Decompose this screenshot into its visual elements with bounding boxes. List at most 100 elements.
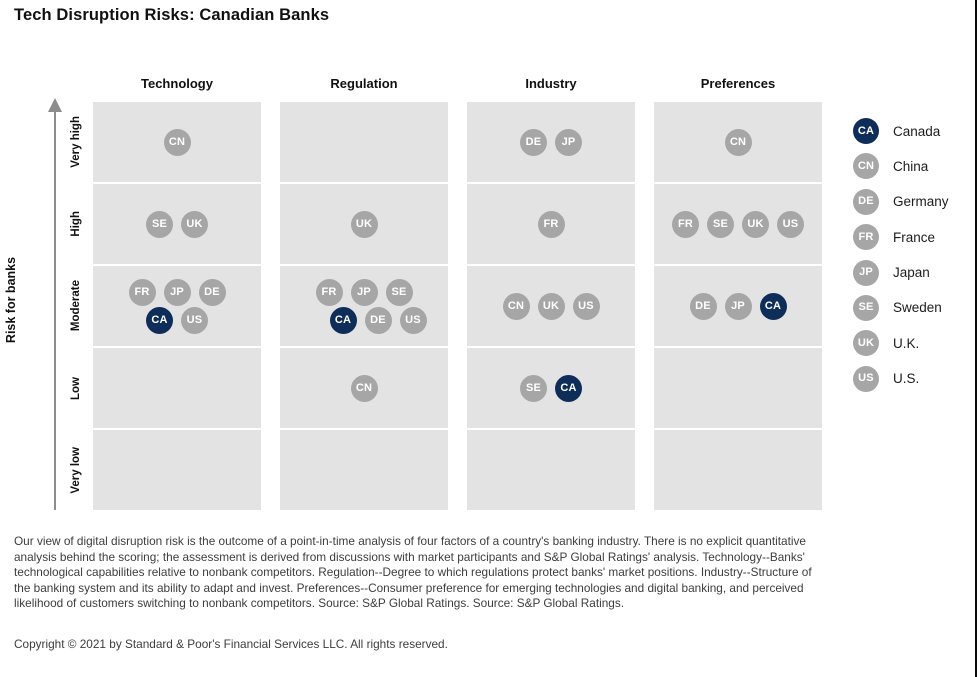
column-regulation: Regulation UK FR JP SE CA DE US CN <box>280 76 448 512</box>
legend-label: Sweden <box>893 300 942 316</box>
band-industry-moderate: CN UK US <box>467 266 635 346</box>
y-tick-moderate: Moderate <box>63 266 89 346</box>
country-badge-cn: CN <box>724 128 752 156</box>
country-badge-ca: CA <box>555 374 582 402</box>
y-tick-label: Very high <box>70 116 82 168</box>
y-tick-label: High <box>70 211 82 237</box>
footnote-text: Our view of digital disruption risk is t… <box>14 534 812 611</box>
country-badge-fr: FR <box>672 210 699 238</box>
badge-row: FR SE UK US <box>672 210 804 238</box>
badge-row: CN UK US <box>502 292 600 320</box>
legend-label: China <box>893 158 929 174</box>
y-tick-label: Moderate <box>70 280 82 332</box>
band-regulation-low: CN <box>280 348 448 428</box>
band-regulation-moderate: FR JP SE CA DE US <box>280 266 448 346</box>
country-badge-jp: JP <box>163 278 191 306</box>
legend-label: France <box>893 229 936 245</box>
country-badge-de: DE <box>520 128 547 156</box>
legend-item-france: FR France <box>853 224 949 251</box>
badge-row: CA DE US <box>329 306 427 334</box>
country-badge-ca: CA <box>759 292 787 320</box>
band-regulation-very-low <box>280 430 448 510</box>
country-badge-uk: UK <box>350 210 378 238</box>
column-industry: Industry DE JP FR CN UK US SE CA <box>467 76 635 512</box>
badge-row: FR JP SE <box>315 278 413 306</box>
legend-badge-se: SE <box>853 294 879 321</box>
y-tick-low: Low <box>63 348 89 428</box>
badge-row: FR JP DE <box>128 278 226 306</box>
legend-label: Japan <box>893 265 930 281</box>
legend-item-china: CN China <box>853 153 949 180</box>
y-axis-arrow-head-icon <box>48 98 62 112</box>
band-industry-high: FR <box>467 184 635 264</box>
y-tick-label: Low <box>70 376 82 400</box>
band-preferences-very-high: CN <box>654 102 822 182</box>
badge-row: DE JP <box>520 128 582 156</box>
legend-badge-us: US <box>853 365 879 392</box>
band-industry-low: SE CA <box>467 348 635 428</box>
badge-row: UK <box>350 210 378 238</box>
legend-badge-uk: UK <box>853 330 879 357</box>
badge-row: SE UK <box>146 210 208 238</box>
legend-badge-fr: FR <box>853 224 879 251</box>
country-badge-jp: JP <box>555 128 582 156</box>
band-technology-high: SE UK <box>93 184 261 264</box>
column-header-preferences: Preferences <box>700 76 776 91</box>
badge-row: SE CA <box>520 374 582 402</box>
y-axis-title: Risk for banks <box>4 256 18 344</box>
country-badge-jp: JP <box>724 292 752 320</box>
country-badge-se: SE <box>707 210 734 238</box>
country-badge-de: DE <box>198 278 226 306</box>
badge-row: CA US <box>146 306 208 334</box>
country-badge-ca: CA <box>146 306 173 334</box>
country-badge-se: SE <box>385 278 413 306</box>
country-badge-uk: UK <box>537 292 565 320</box>
country-badge-cn: CN <box>163 128 191 156</box>
band-preferences-high: FR SE UK US <box>654 184 822 264</box>
band-technology-very-low <box>93 430 261 510</box>
legend-label: U.K. <box>893 335 920 351</box>
legend-badge-jp: JP <box>853 259 879 286</box>
band-preferences-low <box>654 348 822 428</box>
y-axis-tick-labels: Very high High Moderate Low Very low <box>63 102 89 510</box>
country-badge-se: SE <box>520 374 547 402</box>
column-preferences: Preferences CN FR SE UK US DE JP CA <box>654 76 822 512</box>
badge-row: CN <box>163 128 191 156</box>
legend-item-sweden: SE Sweden <box>853 294 949 321</box>
band-industry-very-low <box>467 430 635 510</box>
column-header-technology: Technology <box>141 76 213 91</box>
country-badge-us: US <box>572 292 600 320</box>
band-regulation-high: UK <box>280 184 448 264</box>
country-legend: CA Canada CN China DE Germany FR France JP Japan S… <box>853 118 949 401</box>
country-badge-cn: CN <box>502 292 530 320</box>
band-preferences-moderate: DE JP CA <box>654 266 822 346</box>
badge-row: DE JP CA <box>689 292 787 320</box>
column-technology: Technology CN SE UK FR JP DE CA US <box>93 76 261 512</box>
country-badge-jp: JP <box>350 278 378 306</box>
band-preferences-very-low <box>654 430 822 510</box>
copyright-text: Copyright © 2021 by Standard & Poor's Fi… <box>14 637 448 651</box>
column-header-regulation: Regulation <box>330 76 398 91</box>
country-badge-us: US <box>399 306 427 334</box>
legend-label: U.S. <box>893 371 920 387</box>
legend-item-germany: DE Germany <box>853 188 949 215</box>
legend-item-japan: JP Japan <box>853 259 949 286</box>
y-tick-very-high: Very high <box>63 102 89 182</box>
y-tick-very-low: Very low <box>63 430 89 510</box>
country-badge-cn: CN <box>350 374 378 402</box>
country-badge-se: SE <box>146 210 173 238</box>
band-technology-very-high: CN <box>93 102 261 182</box>
legend-item-u-s-: US U.S. <box>853 365 949 392</box>
country-badge-us: US <box>181 306 208 334</box>
factor-columns: Technology CN SE UK FR JP DE CA US Regulation UK FR… <box>93 76 822 512</box>
country-badge-ca: CA <box>329 306 357 334</box>
chart-title: Tech Disruption Risks: Canadian Banks <box>14 6 330 24</box>
legend-item-u-k-: UK U.K. <box>853 330 949 357</box>
band-regulation-very-high <box>280 102 448 182</box>
badge-row: CN <box>724 128 752 156</box>
country-badge-fr: FR <box>128 278 156 306</box>
band-technology-low <box>93 348 261 428</box>
legend-label: Canada <box>893 123 941 139</box>
badge-row: FR <box>537 210 565 238</box>
